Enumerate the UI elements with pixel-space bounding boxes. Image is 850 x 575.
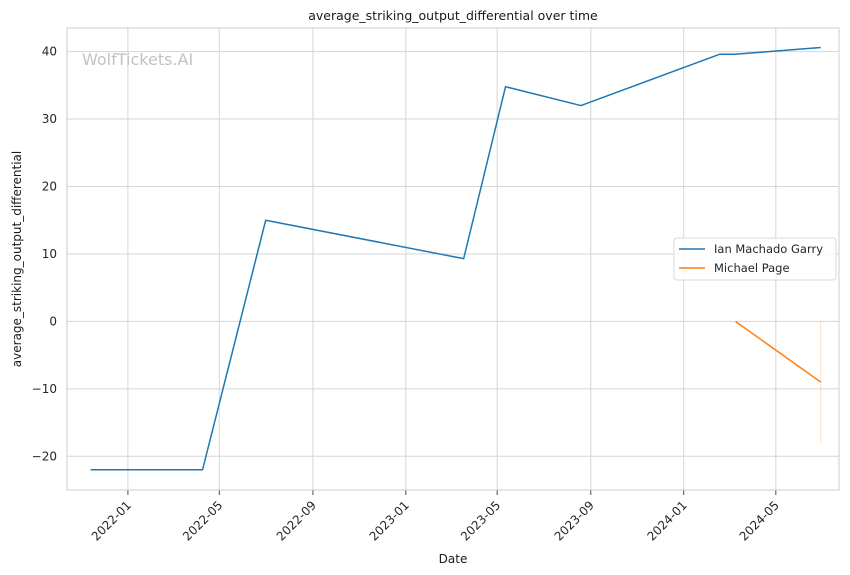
y-tick-label: 30 — [42, 112, 57, 126]
x-tick-label: 2023-05 — [458, 498, 503, 543]
series-line-ian-machado-garry — [90, 46, 821, 471]
y-tick-label: −10 — [32, 382, 57, 396]
y-tick-label: 40 — [42, 45, 57, 59]
y-tick-label: 20 — [42, 179, 57, 193]
x-tick-label: 2024-01 — [644, 498, 689, 543]
y-axis-label: average_striking_output_differential — [10, 151, 24, 367]
legend: Ian Machado Garry Michael Page — [673, 237, 837, 281]
x-tick-label: 2023-09 — [552, 498, 597, 543]
x-tick-label: 2024-05 — [737, 498, 782, 543]
x-tick-labels: 2022-01 2022-05 2022-09 2023-01 2023-05 2023-… — [89, 498, 782, 543]
y-tick-label: −20 — [32, 449, 57, 463]
x-tick-label: 2022-09 — [274, 498, 319, 543]
plot-frame — [66, 27, 840, 491]
series-line-michael-page — [735, 320, 822, 383]
watermark: WolfTickets.AI — [82, 50, 193, 69]
x-tick-label: 2022-01 — [89, 498, 134, 543]
legend-label-ian-machado-garry: Ian Machado Garry — [714, 242, 823, 256]
y-tick-label: 0 — [49, 314, 57, 328]
y-tick-labels: −20 −10 0 10 20 30 40 — [32, 45, 57, 464]
legend-label-michael-page: Michael Page — [714, 261, 790, 275]
chart-title: average_striking_output_differential ove… — [308, 8, 598, 23]
y-tick-label: 10 — [42, 247, 57, 261]
grid — [67, 28, 839, 495]
legend-box — [673, 237, 837, 281]
series-layer — [90, 46, 822, 471]
x-axis-label: Date — [439, 552, 468, 566]
x-tick-label: 2023-01 — [367, 498, 412, 543]
x-tick-label: 2022-05 — [180, 498, 225, 543]
